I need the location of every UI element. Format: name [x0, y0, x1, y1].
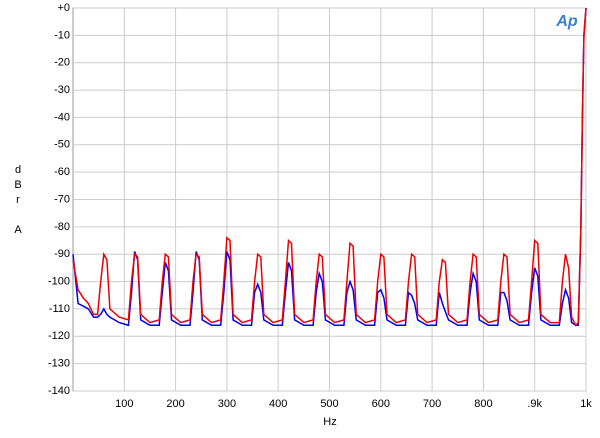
series-line: [72, 7, 587, 327]
y-tick-label: -60: [54, 166, 70, 178]
y-tick-label: -110: [49, 303, 70, 315]
x-tick-label: 500: [320, 398, 338, 410]
x-tick-label: 200: [166, 398, 184, 410]
x-tick-label: 400: [269, 398, 287, 410]
y-tick-label: -140: [48, 385, 70, 397]
y-tick-label: -100: [48, 275, 70, 287]
x-tick-label: 700: [423, 398, 441, 410]
y-tick-label: -30: [54, 84, 70, 96]
logo: Ap: [555, 13, 578, 30]
x-axis-label: Hz: [323, 416, 336, 428]
y-tick-label: +0: [57, 2, 70, 14]
y-tick-label: -10: [54, 29, 70, 41]
x-tick-label: 1k: [580, 398, 592, 410]
x-tick-label: 300: [218, 398, 236, 410]
x-tick-label: 800: [474, 398, 492, 410]
x-tick-label: .9k: [527, 398, 542, 410]
y-tick-label: -120: [48, 330, 70, 342]
x-tick-label: 100: [115, 398, 133, 410]
y-tick-label: -130: [48, 358, 70, 370]
x-tick-label: 600: [372, 398, 390, 410]
y-tick-label: -90: [54, 248, 70, 260]
y-tick-label: -20: [54, 57, 70, 69]
y-tick-label: -80: [54, 221, 70, 233]
y-tick-label: -50: [54, 139, 70, 151]
y-tick-label: -40: [54, 111, 70, 123]
y-tick-label: -70: [54, 193, 70, 205]
y-axis-label: dBr A: [12, 164, 24, 239]
